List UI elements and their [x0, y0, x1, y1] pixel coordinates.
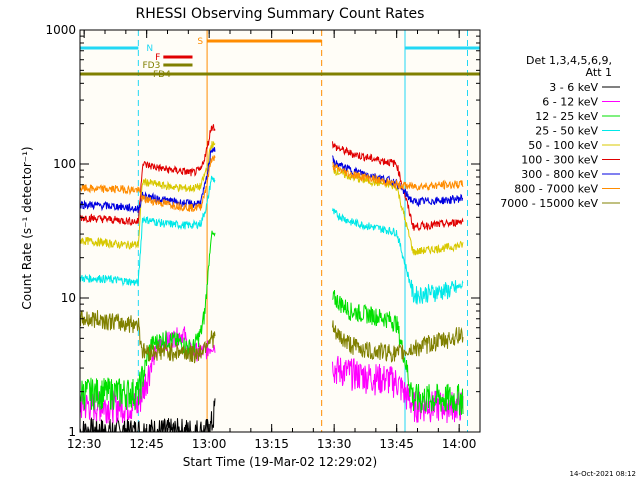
legend-label-0: 3 - 6 keV [549, 81, 598, 94]
y-tick-label-0: 1 [68, 425, 76, 439]
series-group [79, 124, 464, 433]
legend-label-8: 7000 - 15000 keV [500, 197, 598, 210]
interval-label-f: F [155, 53, 160, 63]
legend: Det 1,3,4,5,6,9,Att 1 3 - 6 keV 6 - 12 keV… [500, 54, 620, 210]
series-line-5-0 [79, 124, 216, 227]
y-tick-label-2: 100 [53, 157, 76, 171]
y-tick-label-1: 10 [61, 291, 76, 305]
legend-header-1: Att 1 [586, 66, 612, 79]
series-line-8-1 [332, 320, 464, 363]
series-line-5-1 [332, 141, 464, 232]
series-line-3-0 [79, 175, 216, 287]
x-tick-label-1: 12:45 [129, 437, 164, 451]
legend-label-6: 300 - 800 keV [521, 168, 598, 181]
legend-label-5: 100 - 300 keV [521, 154, 598, 167]
axes: 12:30 12:45 13:00 13:15 13:30 13:45 14:00 1 10 10… [45, 23, 481, 451]
x-axis-label: Start Time (19-Mar-02 12:29:02) [183, 455, 377, 469]
series-line-7-0 [79, 155, 216, 213]
x-tick-label-5: 13:45 [379, 437, 414, 451]
legend-label-7: 800 - 7000 keV [514, 183, 598, 196]
x-tick-label-3: 13:15 [254, 437, 289, 451]
interval-label-fd4: FD4 [153, 70, 171, 80]
series-line-3-1 [332, 207, 464, 305]
interval-label-fd3: FD3 [142, 61, 160, 71]
legend-header-0: Det 1,3,4,5,6,9, [526, 54, 612, 67]
chart-title: RHESSI Observing Summary Count Rates [136, 6, 425, 22]
x-tick-label-4: 13:30 [317, 437, 352, 451]
series-line-4-1 [332, 165, 464, 256]
plot-frame [79, 29, 481, 433]
legend-label-2: 12 - 25 keV [535, 110, 598, 123]
series-line-8-0 [79, 310, 216, 364]
x-tick-label-2: 13:00 [192, 437, 227, 451]
series-line-2-1 [332, 289, 464, 416]
interval-label-n: N [146, 44, 153, 54]
legend-label-1: 6 - 12 keV [542, 96, 598, 109]
series-line-4-0 [79, 141, 216, 250]
x-tick-label-6: 14:00 [442, 437, 477, 451]
y-axis-label: Count Rate (s⁻¹ detector⁻¹) [20, 146, 34, 309]
legend-label-4: 50 - 100 keV [528, 139, 598, 152]
legend-label-3: 25 - 50 keV [535, 125, 598, 138]
y-tick-label-3: 1000 [45, 23, 76, 37]
footer-timestamp: 14-Oct-2021 08:12 [570, 470, 636, 478]
interval-label-s: S [197, 37, 203, 47]
x-tick-label-0: 12:30 [67, 437, 102, 451]
series-line-7-1 [332, 161, 464, 192]
